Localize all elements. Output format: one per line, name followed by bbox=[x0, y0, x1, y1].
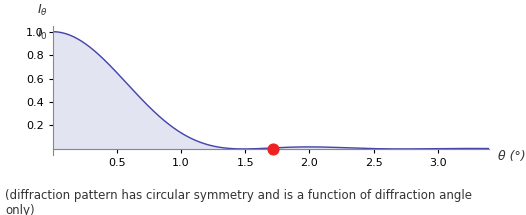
Text: (diffraction pattern has circular symmetry and is a function of diffraction angl: (diffraction pattern has circular symmet… bbox=[5, 189, 472, 215]
Text: $I_0$: $I_0$ bbox=[37, 27, 48, 42]
Point bbox=[269, 147, 278, 151]
Text: θ (°): θ (°) bbox=[498, 150, 526, 163]
Text: $I_\theta$: $I_\theta$ bbox=[37, 3, 48, 18]
